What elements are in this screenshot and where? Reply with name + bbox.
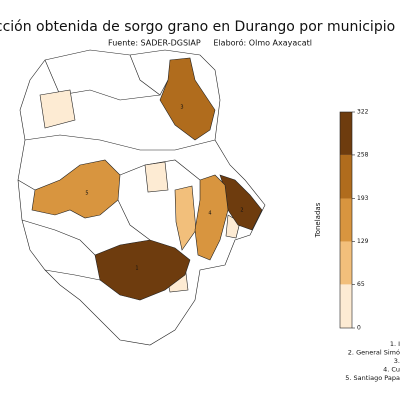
municipality-fill xyxy=(94,239,191,301)
colorbar-tick-label: 193 xyxy=(357,195,369,202)
municipality xyxy=(39,89,76,129)
municipality xyxy=(144,161,169,193)
legend-entry: 1. I xyxy=(390,340,400,348)
colorbar-bin xyxy=(340,154,352,199)
legend-entry: 3. xyxy=(394,357,400,365)
colorbar-bin xyxy=(340,198,352,242)
colorbar-label: Toneladas xyxy=(314,202,322,238)
colorbar-bin xyxy=(340,112,352,155)
colorbar-tick-label: 0 xyxy=(357,325,361,332)
municipality-fill xyxy=(194,174,229,261)
legend-entry: 4. Cu xyxy=(383,366,400,374)
colorbar-tick-label: 129 xyxy=(357,238,369,245)
municipality-border xyxy=(24,134,216,151)
map-title: ducción obtenida de sorgo grano en Duran… xyxy=(0,19,400,35)
municipality xyxy=(174,185,197,251)
municipality-border xyxy=(117,199,151,241)
colorbar-tick-label: 258 xyxy=(357,151,369,158)
region-label: 4 xyxy=(208,211,211,217)
highlighted-municipalities: 1 2 3 4 5 xyxy=(31,57,263,301)
region-label: 3 xyxy=(180,105,183,111)
legend-entry: 2. General Simó xyxy=(348,349,400,357)
region-label: 5 xyxy=(85,191,88,197)
region-label: 2 xyxy=(240,208,243,214)
municipality-border xyxy=(129,54,169,96)
municipality-border xyxy=(44,59,161,101)
map-subtitle: Fuente: SADER-DGSIAP Elaboró: Olmo Axaya… xyxy=(108,38,312,48)
municipality-fill xyxy=(159,57,216,141)
municipality-border xyxy=(17,179,36,191)
municipality-fill xyxy=(31,159,121,219)
colorbar-frame xyxy=(339,111,353,329)
colorbar-bin xyxy=(340,284,352,328)
legend-entry: 5. Santiago Papa xyxy=(345,374,400,382)
colorbar-tick-label: 322 xyxy=(357,109,369,116)
municipality-border xyxy=(21,219,96,256)
colorbar: 0 65 129 193 258 322 xyxy=(339,109,369,332)
colorbar-bin xyxy=(340,241,352,285)
municipality-border xyxy=(44,269,101,281)
colorbar-tick-label: 65 xyxy=(357,281,365,288)
region-label: 1 xyxy=(135,266,138,272)
